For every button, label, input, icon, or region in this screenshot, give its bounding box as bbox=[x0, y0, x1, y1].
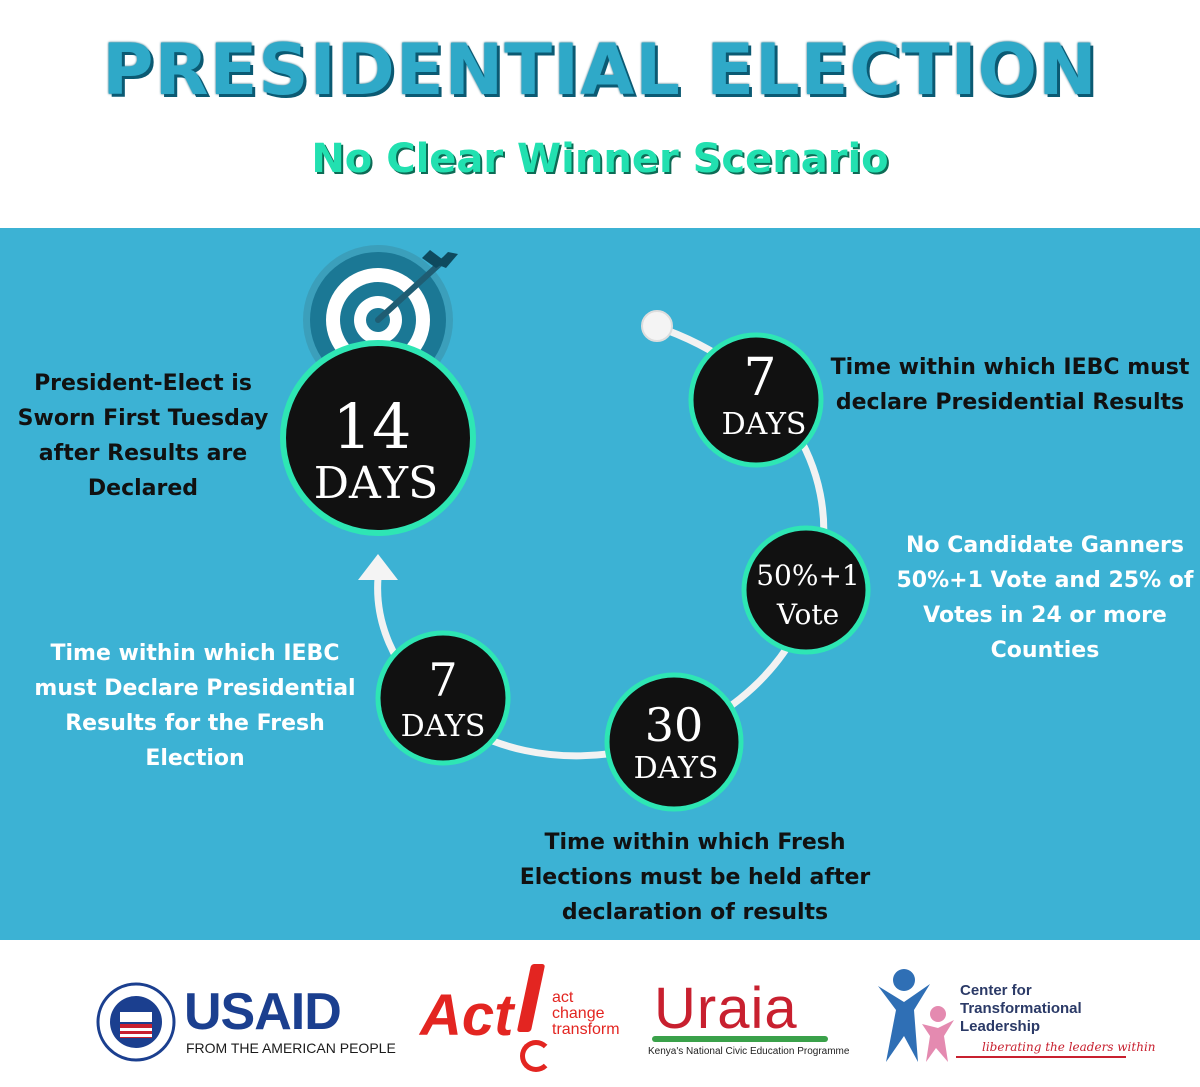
uraia-tagline: Kenya's National Civic Education Program… bbox=[648, 1046, 850, 1057]
step-1-description: Time within which IEBC must declare Pres… bbox=[830, 355, 1190, 415]
cycle-arrow-head bbox=[358, 554, 398, 580]
step-3-description: Time within which Fresh Elections must b… bbox=[519, 830, 871, 925]
uraia-name: Uraia bbox=[654, 976, 798, 1041]
step-7-days-left bbox=[375, 630, 511, 766]
step-4-description: Time within which IEBC must Declare Pres… bbox=[34, 641, 356, 771]
step-5-description: President-Elect is Sworn First Tuesday a… bbox=[17, 371, 269, 501]
act-word-2: change bbox=[552, 1005, 605, 1022]
step-2-description: No Candidate Ganners 50%+1 Vote and 25% … bbox=[896, 533, 1194, 663]
ctl-logo: Center for Transformational Leadership l… bbox=[874, 966, 1156, 1078]
uraia-logo: Uraia Kenya's National Civic Education P… bbox=[648, 976, 850, 1066]
step-30-days bbox=[604, 672, 744, 812]
act-logo: Act act change transform bbox=[420, 962, 620, 1072]
step-14-days bbox=[280, 340, 476, 536]
step-14-value: 14 bbox=[333, 390, 412, 463]
uraia-underline bbox=[652, 1036, 828, 1042]
ctl-tagline-line bbox=[956, 1056, 1126, 1058]
act-name: Act bbox=[420, 983, 514, 1048]
step-1-unit: DAYS bbox=[722, 407, 807, 442]
step-3-unit: DAYS bbox=[634, 751, 719, 786]
usaid-seal-icon bbox=[96, 982, 176, 1062]
ctl-line-2: Transformational bbox=[960, 1000, 1082, 1017]
act-exclamation-icon bbox=[516, 964, 546, 1032]
step-1-value: 7 bbox=[743, 348, 776, 408]
page-subtitle: No Clear Winner Scenario bbox=[311, 136, 889, 182]
ctl-line-3: Leadership bbox=[960, 1018, 1041, 1035]
act-word-1: act bbox=[552, 989, 574, 1006]
step-3-value: 30 bbox=[645, 698, 704, 752]
cycle-start-dot bbox=[641, 310, 673, 342]
act-c-mark bbox=[520, 1040, 552, 1072]
act-word-3: transform bbox=[552, 1021, 620, 1038]
page-title: PRESIDENTIAL ELECTION bbox=[102, 29, 1098, 111]
step-2-unit: Vote bbox=[776, 598, 839, 631]
ctl-line-1: Center for bbox=[960, 982, 1032, 999]
ctl-figures-icon bbox=[878, 969, 954, 1062]
step-2-value: 50%+1 bbox=[756, 559, 860, 592]
step-4-unit: DAYS bbox=[401, 709, 486, 744]
usaid-tagline: FROM THE AMERICAN PEOPLE bbox=[186, 1040, 396, 1056]
usaid-logo: USAID FROM THE AMERICAN PEOPLE bbox=[96, 982, 396, 1062]
step-4-value: 7 bbox=[428, 653, 457, 707]
header: PRESIDENTIAL ELECTION No Clear Winner Sc… bbox=[0, 0, 1200, 228]
usaid-name: USAID bbox=[184, 983, 342, 1041]
footer-logos: USAID FROM THE AMERICAN PEOPLE Act act c… bbox=[0, 940, 1200, 1087]
step-14-unit: DAYS bbox=[314, 458, 438, 509]
ctl-tagline: liberating the leaders within bbox=[982, 1040, 1156, 1054]
step-7-days-top bbox=[688, 332, 824, 468]
diagram-panel: 14 DAYS 7 DAYS 50%+1 Vote 30 DAYS 7 DAYS… bbox=[0, 228, 1200, 940]
cycle-diagram: 14 DAYS 7 DAYS 50%+1 Vote 30 DAYS 7 DAYS bbox=[280, 245, 871, 812]
step-50-percent bbox=[741, 525, 871, 655]
